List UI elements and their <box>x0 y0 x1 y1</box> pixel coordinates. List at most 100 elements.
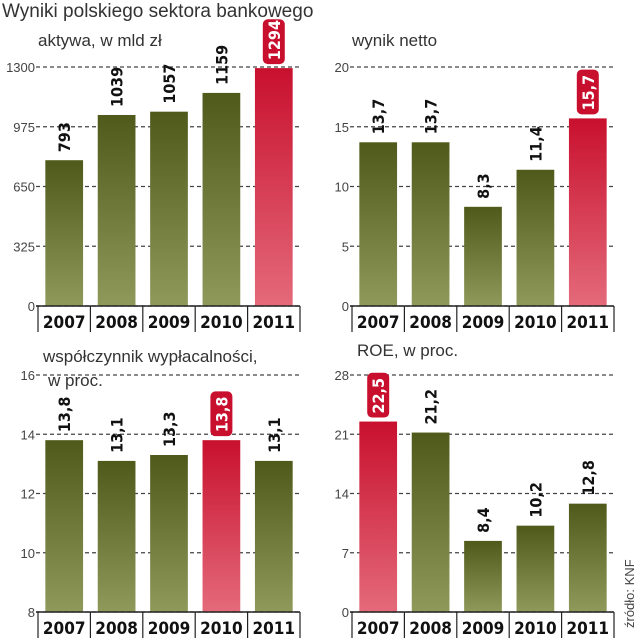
x-tick-label: 2008 <box>409 313 452 333</box>
value-label-group: 1159 <box>212 45 231 85</box>
value-label: 13,7 <box>422 99 441 135</box>
bar <box>45 160 84 306</box>
value-label-group: 13,8 <box>55 397 74 433</box>
value-label: 8,4 <box>474 507 493 533</box>
value-label-badge <box>210 391 233 437</box>
panel-title-line2: w proc. <box>47 371 103 390</box>
bar <box>516 169 555 306</box>
y-tick-label: 1300 <box>6 60 35 75</box>
value-label-group: 13,7 <box>369 99 388 135</box>
y-tick-label: 325 <box>13 239 35 254</box>
x-tick-label: 2007 <box>357 619 400 639</box>
value-label: 13,1 <box>265 417 284 453</box>
x-tick-label: 2008 <box>409 619 452 639</box>
chart-panel-assets: aktywa, w mld zł 0 325 650 975 1300 793 1039 105… <box>6 19 301 333</box>
value-label-group: 13,8 <box>210 391 233 437</box>
bar <box>97 460 136 612</box>
panel-title: wynik netto <box>351 31 437 50</box>
bar <box>411 142 450 306</box>
value-label-group: 15,7 <box>576 69 599 115</box>
value-label-badge <box>576 69 599 115</box>
value-label: 1057 <box>160 64 179 104</box>
x-tick-label: 2009 <box>462 313 505 333</box>
y-tick-label: 8 <box>28 605 35 620</box>
bar-highlight <box>202 440 241 612</box>
value-label: 1039 <box>108 67 127 107</box>
chart-panel-solvency-ratio: współczynnik wypłacalności, w proc. 8 10 12 1… <box>21 347 301 639</box>
value-label-badge <box>262 19 285 65</box>
main-title: Wyniki polskiego sektora bankowego <box>2 1 314 22</box>
bar <box>464 540 502 612</box>
bar-highlight <box>254 68 293 306</box>
y-tick-label: 975 <box>13 120 35 135</box>
x-tick-label: 2010 <box>514 619 557 639</box>
x-tick-label: 2009 <box>148 313 191 333</box>
bar <box>568 503 607 612</box>
x-tick-label: 2007 <box>357 313 400 333</box>
y-tick-label: 10 <box>21 546 35 561</box>
bar <box>150 111 188 306</box>
x-tick-label: 2011 <box>567 619 610 639</box>
y-tick-label: 0 <box>28 299 35 314</box>
value-label: 13,3 <box>160 411 179 447</box>
value-label: 793 <box>55 122 74 152</box>
value-label-group: 8,3 <box>474 173 493 199</box>
y-tick-label: 7 <box>342 546 349 561</box>
y-tick-label: 16 <box>21 368 35 383</box>
y-tick-label: 20 <box>335 60 349 75</box>
bar <box>97 114 136 306</box>
value-label: 22,5 <box>369 378 388 414</box>
bar-highlight <box>359 421 398 612</box>
value-label: 13,7 <box>369 99 388 135</box>
value-label: 8,3 <box>474 173 493 199</box>
value-label-group: 793 <box>55 122 74 152</box>
value-label-group: 13,7 <box>422 99 441 135</box>
value-label-group: 11,4 <box>526 126 545 162</box>
y-tick-label: 21 <box>335 427 349 442</box>
bar <box>516 525 555 612</box>
y-tick-label: 0 <box>342 605 349 620</box>
value-label: 21,2 <box>422 389 441 425</box>
value-label-group: 13,3 <box>160 411 179 447</box>
y-tick-label: 15 <box>335 120 349 135</box>
panel-title: ROE, w proc. <box>357 341 458 360</box>
panel-title: aktywa, w mld zł <box>38 31 162 50</box>
y-tick-label: 12 <box>21 487 35 502</box>
value-label: 1294 <box>265 20 284 60</box>
chart-panel-roe: ROE, w proc. 0 7 14 21 28 22,5 21,2 8,4 10,2 12,8 2… <box>335 341 615 639</box>
value-label: 10,2 <box>526 482 545 518</box>
value-label: 13,1 <box>108 417 127 453</box>
value-label: 13,8 <box>55 397 74 433</box>
value-label: 13,8 <box>212 397 231 433</box>
bar <box>202 92 241 307</box>
value-label-group: 1057 <box>160 64 179 104</box>
bar <box>359 142 398 306</box>
bar <box>411 432 450 612</box>
chart-panel-net-income: wynik netto 0 5 10 15 20 13,7 13,7 8,3 11,4 15,7 20… <box>335 31 615 333</box>
y-tick-label: 28 <box>335 368 349 383</box>
bar <box>45 440 84 612</box>
value-label-badge <box>367 372 390 418</box>
value-label-group: 13,1 <box>108 417 127 453</box>
x-tick-label: 2010 <box>200 313 243 333</box>
y-tick-label: 0 <box>342 299 349 314</box>
bar <box>254 460 293 612</box>
value-label: 11,4 <box>526 126 545 162</box>
x-tick-label: 2007 <box>43 313 86 333</box>
value-label-group: 22,5 <box>367 372 390 418</box>
value-label-group: 10,2 <box>526 482 545 518</box>
panel-title: współczynnik wypłacalności, <box>42 347 257 366</box>
x-tick-label: 2007 <box>43 619 86 639</box>
x-tick-label: 2008 <box>95 313 138 333</box>
value-label: 15,7 <box>579 75 598 111</box>
x-tick-label: 2010 <box>200 619 243 639</box>
bar <box>150 454 188 612</box>
value-label: 12,8 <box>579 460 598 496</box>
y-tick-label: 14 <box>335 487 349 502</box>
bar-highlight <box>568 118 607 306</box>
x-tick-label: 2009 <box>462 619 505 639</box>
y-tick-label: 10 <box>335 180 349 195</box>
value-label: 1159 <box>212 45 231 85</box>
x-tick-label: 2011 <box>567 313 610 333</box>
x-tick-label: 2011 <box>253 619 296 639</box>
